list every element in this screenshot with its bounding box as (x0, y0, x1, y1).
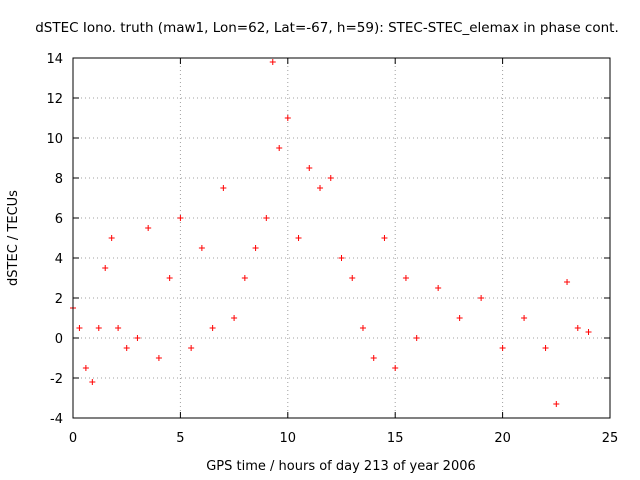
data-point (263, 215, 270, 221)
data-point (359, 325, 366, 331)
data-point (102, 265, 109, 271)
y-axis-label: dSTEC / TECUs (6, 190, 21, 286)
data-point (95, 325, 102, 331)
data-point (402, 275, 409, 281)
series-dstec (70, 59, 592, 407)
y-tick-label: 10 (46, 132, 63, 147)
y-tick-labels: -4 -2 0 2 4 6 8 10 12 14 (46, 52, 63, 427)
chart-title: dSTEC Iono. truth (maw1, Lon=62, Lat=-67… (35, 20, 619, 36)
data-point (82, 365, 89, 371)
x-axis-label: GPS time / hours of day 213 of year 2006 (206, 459, 476, 474)
data-point (145, 225, 152, 231)
data-point (521, 315, 528, 321)
data-point (338, 255, 345, 261)
y-tick-label: -4 (50, 412, 63, 427)
data-point (276, 145, 283, 151)
data-point (198, 245, 205, 251)
tick-marks (72, 57, 611, 419)
data-point (478, 295, 485, 301)
y-tick-label: 12 (46, 92, 63, 107)
y-tick-label: 2 (55, 292, 63, 307)
data-point (269, 59, 276, 65)
data-point (188, 345, 195, 351)
data-point (381, 235, 388, 241)
y-tick-label: -2 (50, 372, 63, 387)
x-tick-label: 20 (494, 431, 511, 446)
data-point (499, 345, 506, 351)
data-point (585, 329, 592, 335)
y-tick-label: 0 (55, 332, 63, 347)
data-point (241, 275, 248, 281)
data-point (284, 115, 291, 121)
data-point (295, 235, 302, 241)
data-point (220, 185, 227, 191)
data-point (349, 275, 356, 281)
data-point (115, 325, 122, 331)
x-tick-label: 0 (69, 431, 77, 446)
data-point (76, 325, 83, 331)
data-point (370, 355, 377, 361)
data-point (123, 345, 130, 351)
x-tick-labels: 0 5 10 15 20 25 (69, 431, 618, 446)
y-tick-label: 8 (55, 172, 63, 187)
data-point (155, 355, 162, 361)
data-point (177, 215, 184, 221)
data-point (317, 185, 324, 191)
y-tick-label: 14 (46, 52, 63, 67)
x-tick-label: 25 (602, 431, 619, 446)
data-point (392, 365, 399, 371)
x-tick-label: 10 (280, 431, 297, 446)
data-point (209, 325, 216, 331)
data-point (542, 345, 549, 351)
data-point (553, 401, 560, 407)
data-point (413, 335, 420, 341)
data-point (327, 175, 334, 181)
data-point (108, 235, 115, 241)
data-point (231, 315, 238, 321)
data-point (252, 245, 259, 251)
data-point (574, 325, 581, 331)
y-tick-label: 4 (55, 252, 63, 267)
data-point (564, 279, 571, 285)
y-tick-label: 6 (55, 212, 63, 227)
x-tick-label: 15 (387, 431, 404, 446)
data-point (134, 335, 141, 341)
plot-frame (72, 57, 611, 419)
data-point (166, 275, 173, 281)
x-tick-label: 5 (176, 431, 184, 446)
data-point (435, 285, 442, 291)
data-point (456, 315, 463, 321)
data-point (306, 165, 313, 171)
grid (73, 58, 610, 418)
data-point (89, 379, 96, 385)
